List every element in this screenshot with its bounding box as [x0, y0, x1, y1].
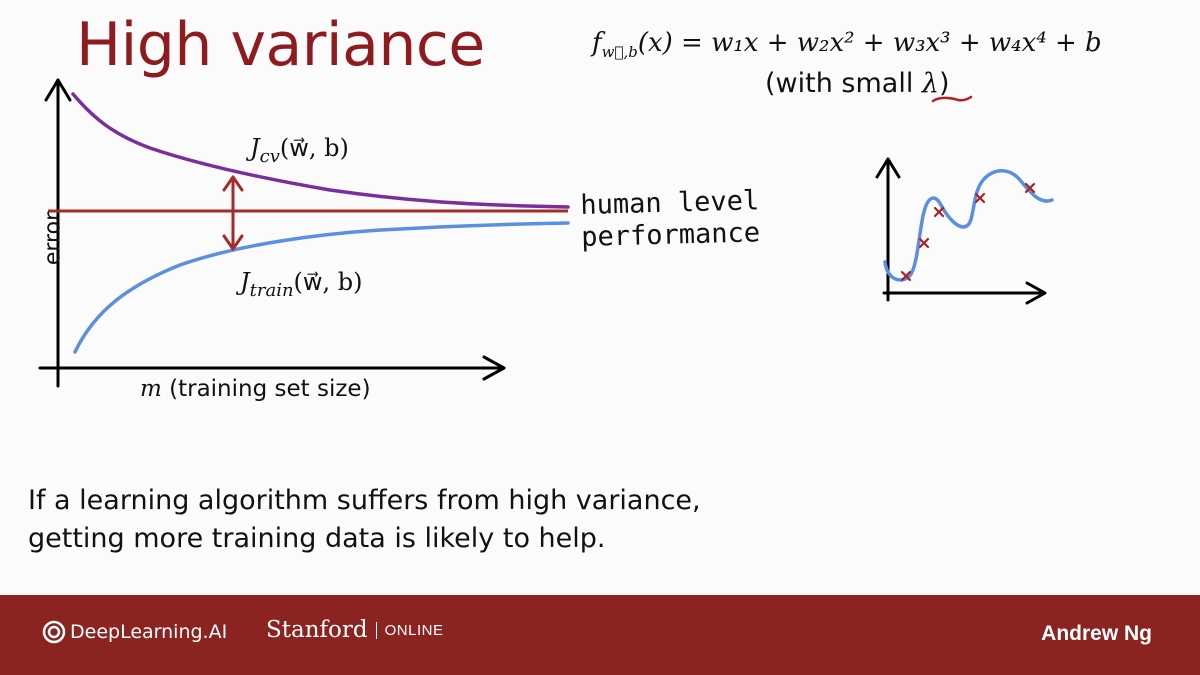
human-level-line2: performance — [580, 217, 761, 253]
mini-y-axis-arrowhead — [875, 157, 901, 179]
gap-double-arrow — [222, 175, 244, 251]
training-point — [933, 206, 945, 218]
slide: High variance fw⃗,b(x) = w₁x + w₂x² + w₃… — [28, 10, 1102, 558]
y-axis-arrowhead — [44, 78, 72, 102]
jcv-label: Jcv(w⃗, b) — [250, 134, 349, 167]
equation-body: (x) = w₁x + w₂x² + w₃x³ + w₄x⁴ + b — [637, 28, 1102, 58]
jcv-curve — [71, 92, 570, 209]
training-point — [900, 270, 912, 282]
deeplearning-brand-text: DeepLearning.AI — [70, 621, 228, 643]
jcv-label-j: J — [250, 134, 260, 162]
x-axis-text: (training set size) — [161, 376, 371, 402]
overfit-curve — [883, 169, 1054, 282]
stanford-online-logo: Stanford ONLINE — [266, 617, 443, 643]
footer-bar: DeepLearning.AI Stanford ONLINE Andrew N… — [0, 595, 1200, 675]
jtrain-label-sub: train — [249, 279, 294, 301]
training-point — [918, 237, 930, 249]
x-axis-label: m (training set size) — [140, 376, 371, 402]
human-level-line1: human level — [580, 185, 760, 221]
deeplearning-logo-icon — [42, 620, 66, 644]
jcv-label-args: (w⃗, b) — [279, 134, 349, 162]
diagram-canvas — [38, 78, 1054, 388]
slide-title: High variance — [76, 10, 485, 80]
x-axis-var: m — [140, 376, 162, 402]
lambda-underline — [931, 95, 973, 103]
jtrain-curve — [73, 221, 570, 354]
lambda-note-suffix: ) — [939, 68, 950, 99]
conclusion-line-2: getting more training data is likely to … — [28, 523, 606, 554]
y-axis-label: error — [40, 211, 66, 266]
author-name: Andrew Ng — [1041, 622, 1152, 645]
x-axis-arrowhead — [482, 355, 506, 381]
human-level-label: human level performance — [580, 185, 760, 254]
deeplearning-logo: DeepLearning.AI — [42, 620, 227, 644]
equation-lhs: f — [592, 28, 602, 58]
jtrain-label-j: J — [240, 268, 250, 296]
model-equation: fw⃗,b(x) = w₁x + w₂x² + w₃x³ + w₄x⁴ + b — [592, 28, 1102, 61]
training-point — [1024, 182, 1036, 194]
overfit-plot-axes — [875, 157, 1047, 305]
lambda-note: (with small λ) — [765, 68, 950, 99]
lambda-symbol: λ — [921, 68, 940, 99]
jcv-label-sub: cv — [259, 145, 280, 167]
online-tag: ONLINE — [375, 621, 444, 639]
stanford-text: Stanford — [266, 617, 368, 643]
jtrain-label: Jtrain(w⃗, b) — [240, 268, 363, 301]
conclusion-line-1: If a learning algorithm suffers from hig… — [28, 485, 701, 516]
mini-x-axis-arrowhead — [1025, 281, 1047, 305]
jtrain-label-args: (w⃗, b) — [293, 268, 363, 296]
lambda-note-prefix: (with small — [765, 68, 922, 99]
learning-curve-axes — [38, 78, 506, 388]
equation-lhs-subscript: w⃗,b — [601, 43, 638, 62]
conclusion-text: If a learning algorithm suffers from hig… — [28, 482, 701, 558]
training-point — [974, 192, 986, 204]
training-points — [900, 182, 1036, 282]
